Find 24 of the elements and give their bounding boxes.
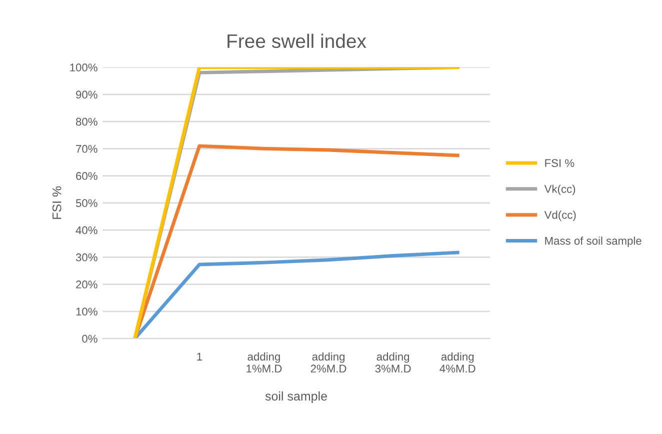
x-tick-label: adding 4%M.D [440,352,476,372]
y-axis-title: FSI % [52,186,62,219]
y-tick-label: 50% [76,199,98,208]
y-tick-label: 60% [76,172,98,180]
legend-label: Vd(cc) [544,210,576,222]
y-tick-label: 100% [70,64,98,72]
chart-title: Free swell index [228,34,366,48]
y-tick-label: 20% [76,280,98,288]
x-tick-label: adding 2%M.D [310,352,346,372]
y-tick-label: 10% [76,308,98,316]
legend-label: Mass of soil sample [545,236,642,247]
y-tick-label: 70% [76,144,98,153]
y-tick-label: 40% [76,226,98,234]
legend-label: FSI % [545,159,574,168]
x-tick-label: 1 [197,352,202,360]
y-tick-label: 0% [82,334,98,343]
legend-label: Vk(cc) [544,184,576,196]
y-tick-label: 80% [76,118,98,126]
y-tick-label: 30% [76,253,98,262]
line-series [133,250,460,339]
x-axis-title: soil sample [265,391,327,404]
x-tick-label: adding 1%M.D [246,352,282,372]
x-tick-label: adding 3%M.D [375,352,411,373]
y-tick-label: 90% [76,90,98,99]
